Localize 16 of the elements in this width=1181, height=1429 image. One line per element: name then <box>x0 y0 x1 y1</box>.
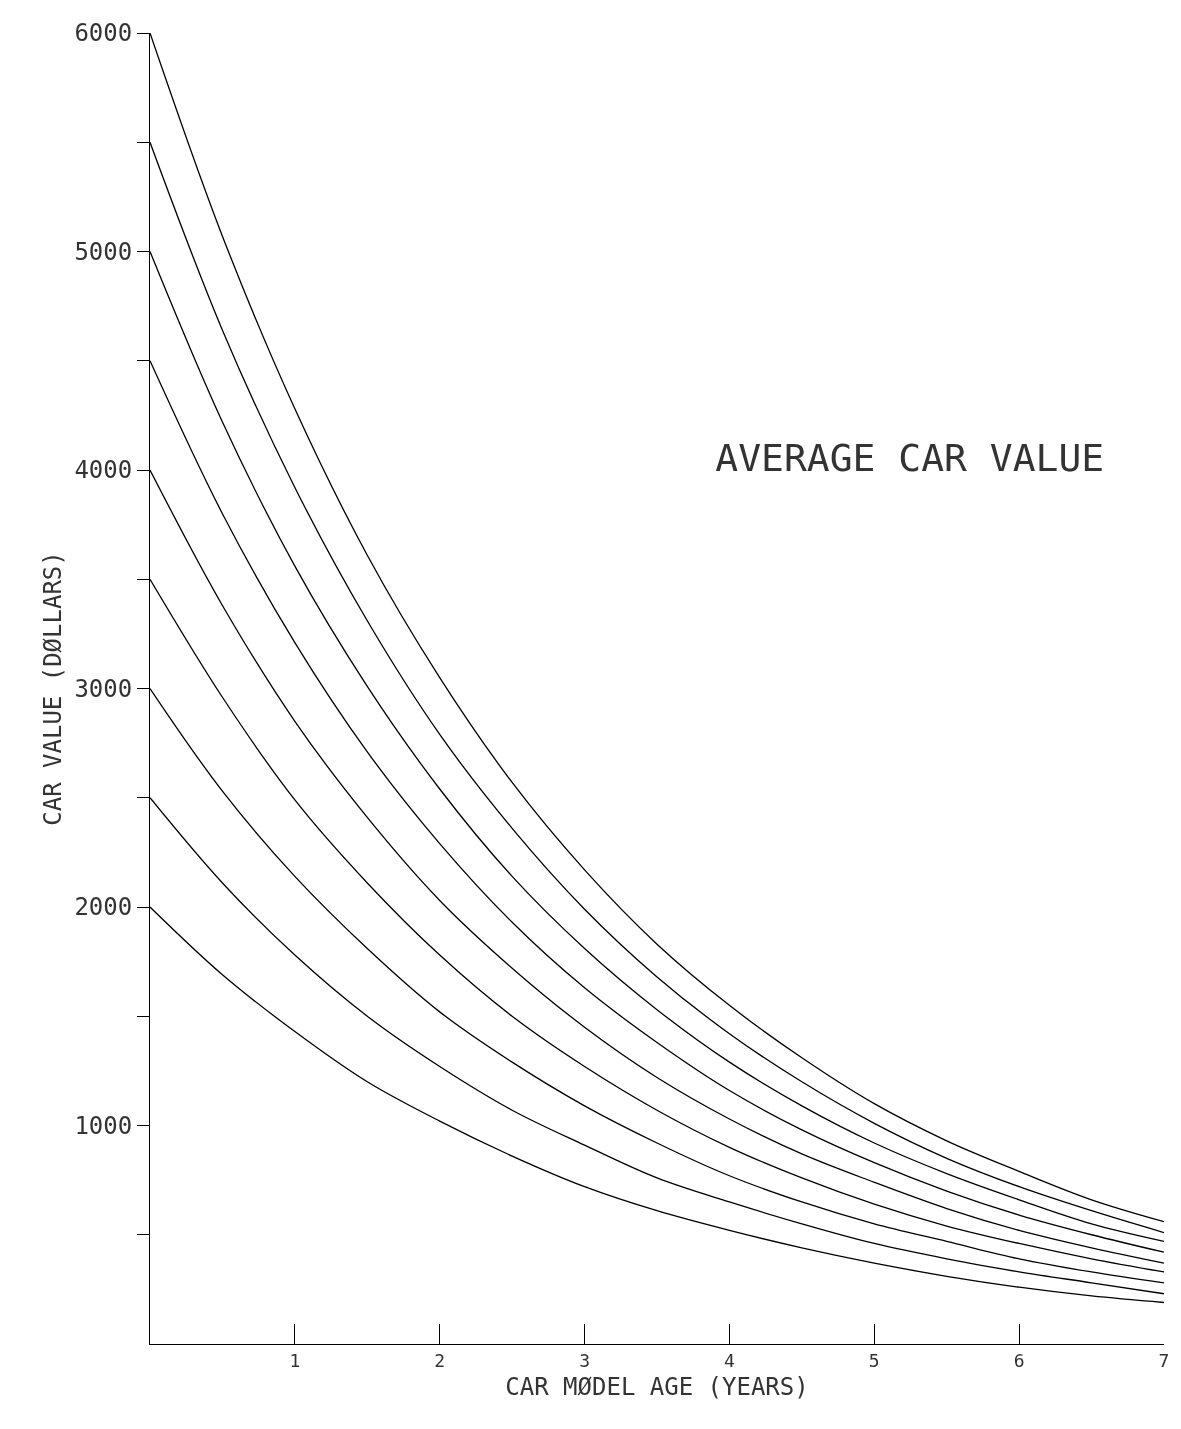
x-axis-title: CAR MØDEL AGE (YEARS) <box>505 1372 809 1401</box>
y-tick-label: 6000 <box>74 19 133 48</box>
x-tick-label: 5 <box>868 1349 880 1371</box>
y-tick-label: 4000 <box>74 456 133 485</box>
x-tick-label: 7 <box>1158 1349 1170 1371</box>
x-tick-label: 3 <box>579 1349 590 1371</box>
x-tick-label: 1 <box>289 1349 301 1371</box>
y-tick-label: 5000 <box>74 237 133 266</box>
y-tick-label: 3000 <box>74 674 133 703</box>
y-axis-title: CAR VALUE (DØLLARS) <box>38 551 67 826</box>
x-tick-label: 6 <box>1013 1349 1025 1371</box>
y-tick-label: 2000 <box>74 893 133 922</box>
x-tick-label: 4 <box>724 1349 735 1371</box>
text: AVERAGE CAR VALUE <box>715 435 1105 480</box>
x-tick-label: 2 <box>434 1349 446 1371</box>
y-tick-label: 1000 <box>74 1111 133 1140</box>
